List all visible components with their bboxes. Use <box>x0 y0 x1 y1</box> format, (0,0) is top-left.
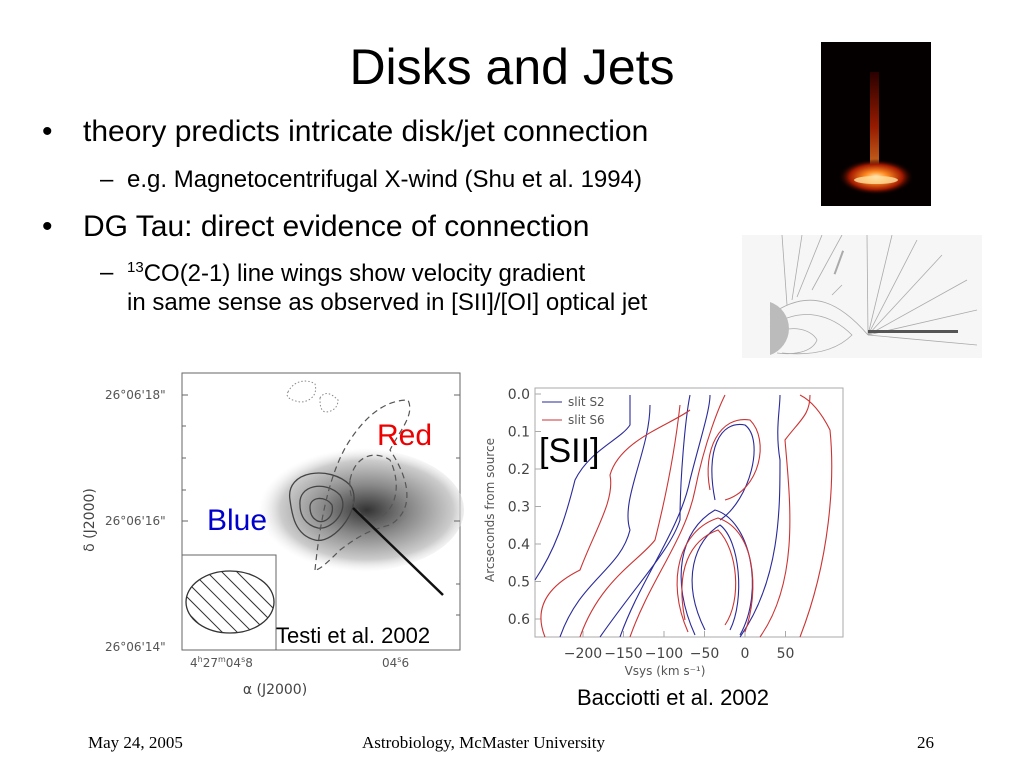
sub-bullet-2-text: 13CO(2-1) line wings show velocity gradi… <box>127 259 585 288</box>
sub-bullet-dash-icon: – <box>100 166 114 193</box>
x-tick-label: 4h27m04s8 <box>190 655 253 670</box>
x-tick-label: −100 <box>645 646 683 662</box>
y-tick-label: 0.4 <box>508 537 530 553</box>
sub-bullet-2-line1: CO(2-1) line wings show velocity gradien… <box>143 260 586 287</box>
y-tick-label: 0.5 <box>508 575 530 591</box>
y-axis-label: δ (J2000) <box>82 488 98 552</box>
x-tick-label: 0 <box>741 646 750 662</box>
y-tick-label: 0.2 <box>508 462 530 478</box>
footer-title: Astrobiology, McMaster University <box>362 733 606 752</box>
beam-inset <box>181 554 277 651</box>
y-tick-label: 0.1 <box>508 425 530 441</box>
y-tick-label: 26°06'16" <box>105 514 166 528</box>
bullet-icon: • <box>42 115 53 148</box>
slide-number: 26 <box>917 733 934 752</box>
y-tick-label: 26°06'14" <box>105 640 166 654</box>
x-tick-label: −50 <box>690 646 720 662</box>
sub-bullet-1-text: e.g. Magnetocentrifugal X-wind (Shu et a… <box>127 166 642 193</box>
x-tick-label: −200 <box>564 646 602 662</box>
jet-axis-line <box>352 507 444 596</box>
legend-label: slit S2 <box>568 395 605 409</box>
contours-slit-s2 <box>534 394 781 638</box>
x-tick-label: −150 <box>604 646 642 662</box>
blue-contours <box>289 472 355 541</box>
superscript: 13 <box>127 259 144 276</box>
y-tick-label: 0.0 <box>508 387 530 403</box>
beam-ellipse <box>185 570 275 634</box>
legend-label: slit S6 <box>568 413 605 427</box>
footer-date: May 24, 2005 <box>88 733 183 752</box>
xwind-diagram <box>742 235 982 358</box>
x-tick-label: 50 <box>777 646 795 662</box>
bullet-1-text: theory predicts intricate disk/jet conne… <box>83 115 649 148</box>
co-contour-map: 26°06'18" 26°06'16" 26°06'14" 4h27m04s8 … <box>82 372 464 698</box>
jet-image <box>821 42 931 206</box>
y-tick-label: 0.6 <box>508 612 530 628</box>
legend: slit S2 slit S6 <box>542 395 605 427</box>
bullet-2-text: DG Tau: direct evidence of connection <box>83 210 590 243</box>
sub-bullet-2-line2: in same sense as observed in [SII]/[OI] … <box>127 289 648 316</box>
position-velocity-diagram: slit S2 slit S6 0.0 0.1 0.2 0.3 0.4 0.5 0.6 −2… <box>483 387 844 678</box>
x-axis-label: Vsys (km s⁻¹) <box>625 664 706 678</box>
sii-label: [SII] <box>539 432 600 470</box>
red-label: Red <box>377 419 433 452</box>
figure-credit: Bacciotti et al. 2002 <box>577 685 770 710</box>
contours-slit-s6 <box>540 394 833 638</box>
blue-label: Blue <box>207 504 268 537</box>
x-tick-label: 04s6 <box>382 655 409 670</box>
figure-credit: Testi et al. 2002 <box>276 623 431 648</box>
sub-bullet-dash-icon: – <box>100 259 114 286</box>
slide-title: Disks and Jets <box>349 39 675 95</box>
red-contours <box>314 399 411 571</box>
x-axis-label: α (J2000) <box>243 682 307 698</box>
y-axis-label: Arcseconds from source <box>483 438 497 582</box>
y-tick-label: 26°06'18" <box>105 388 166 402</box>
y-tick-label: 0.3 <box>508 500 530 516</box>
bullet-icon: • <box>42 210 53 243</box>
